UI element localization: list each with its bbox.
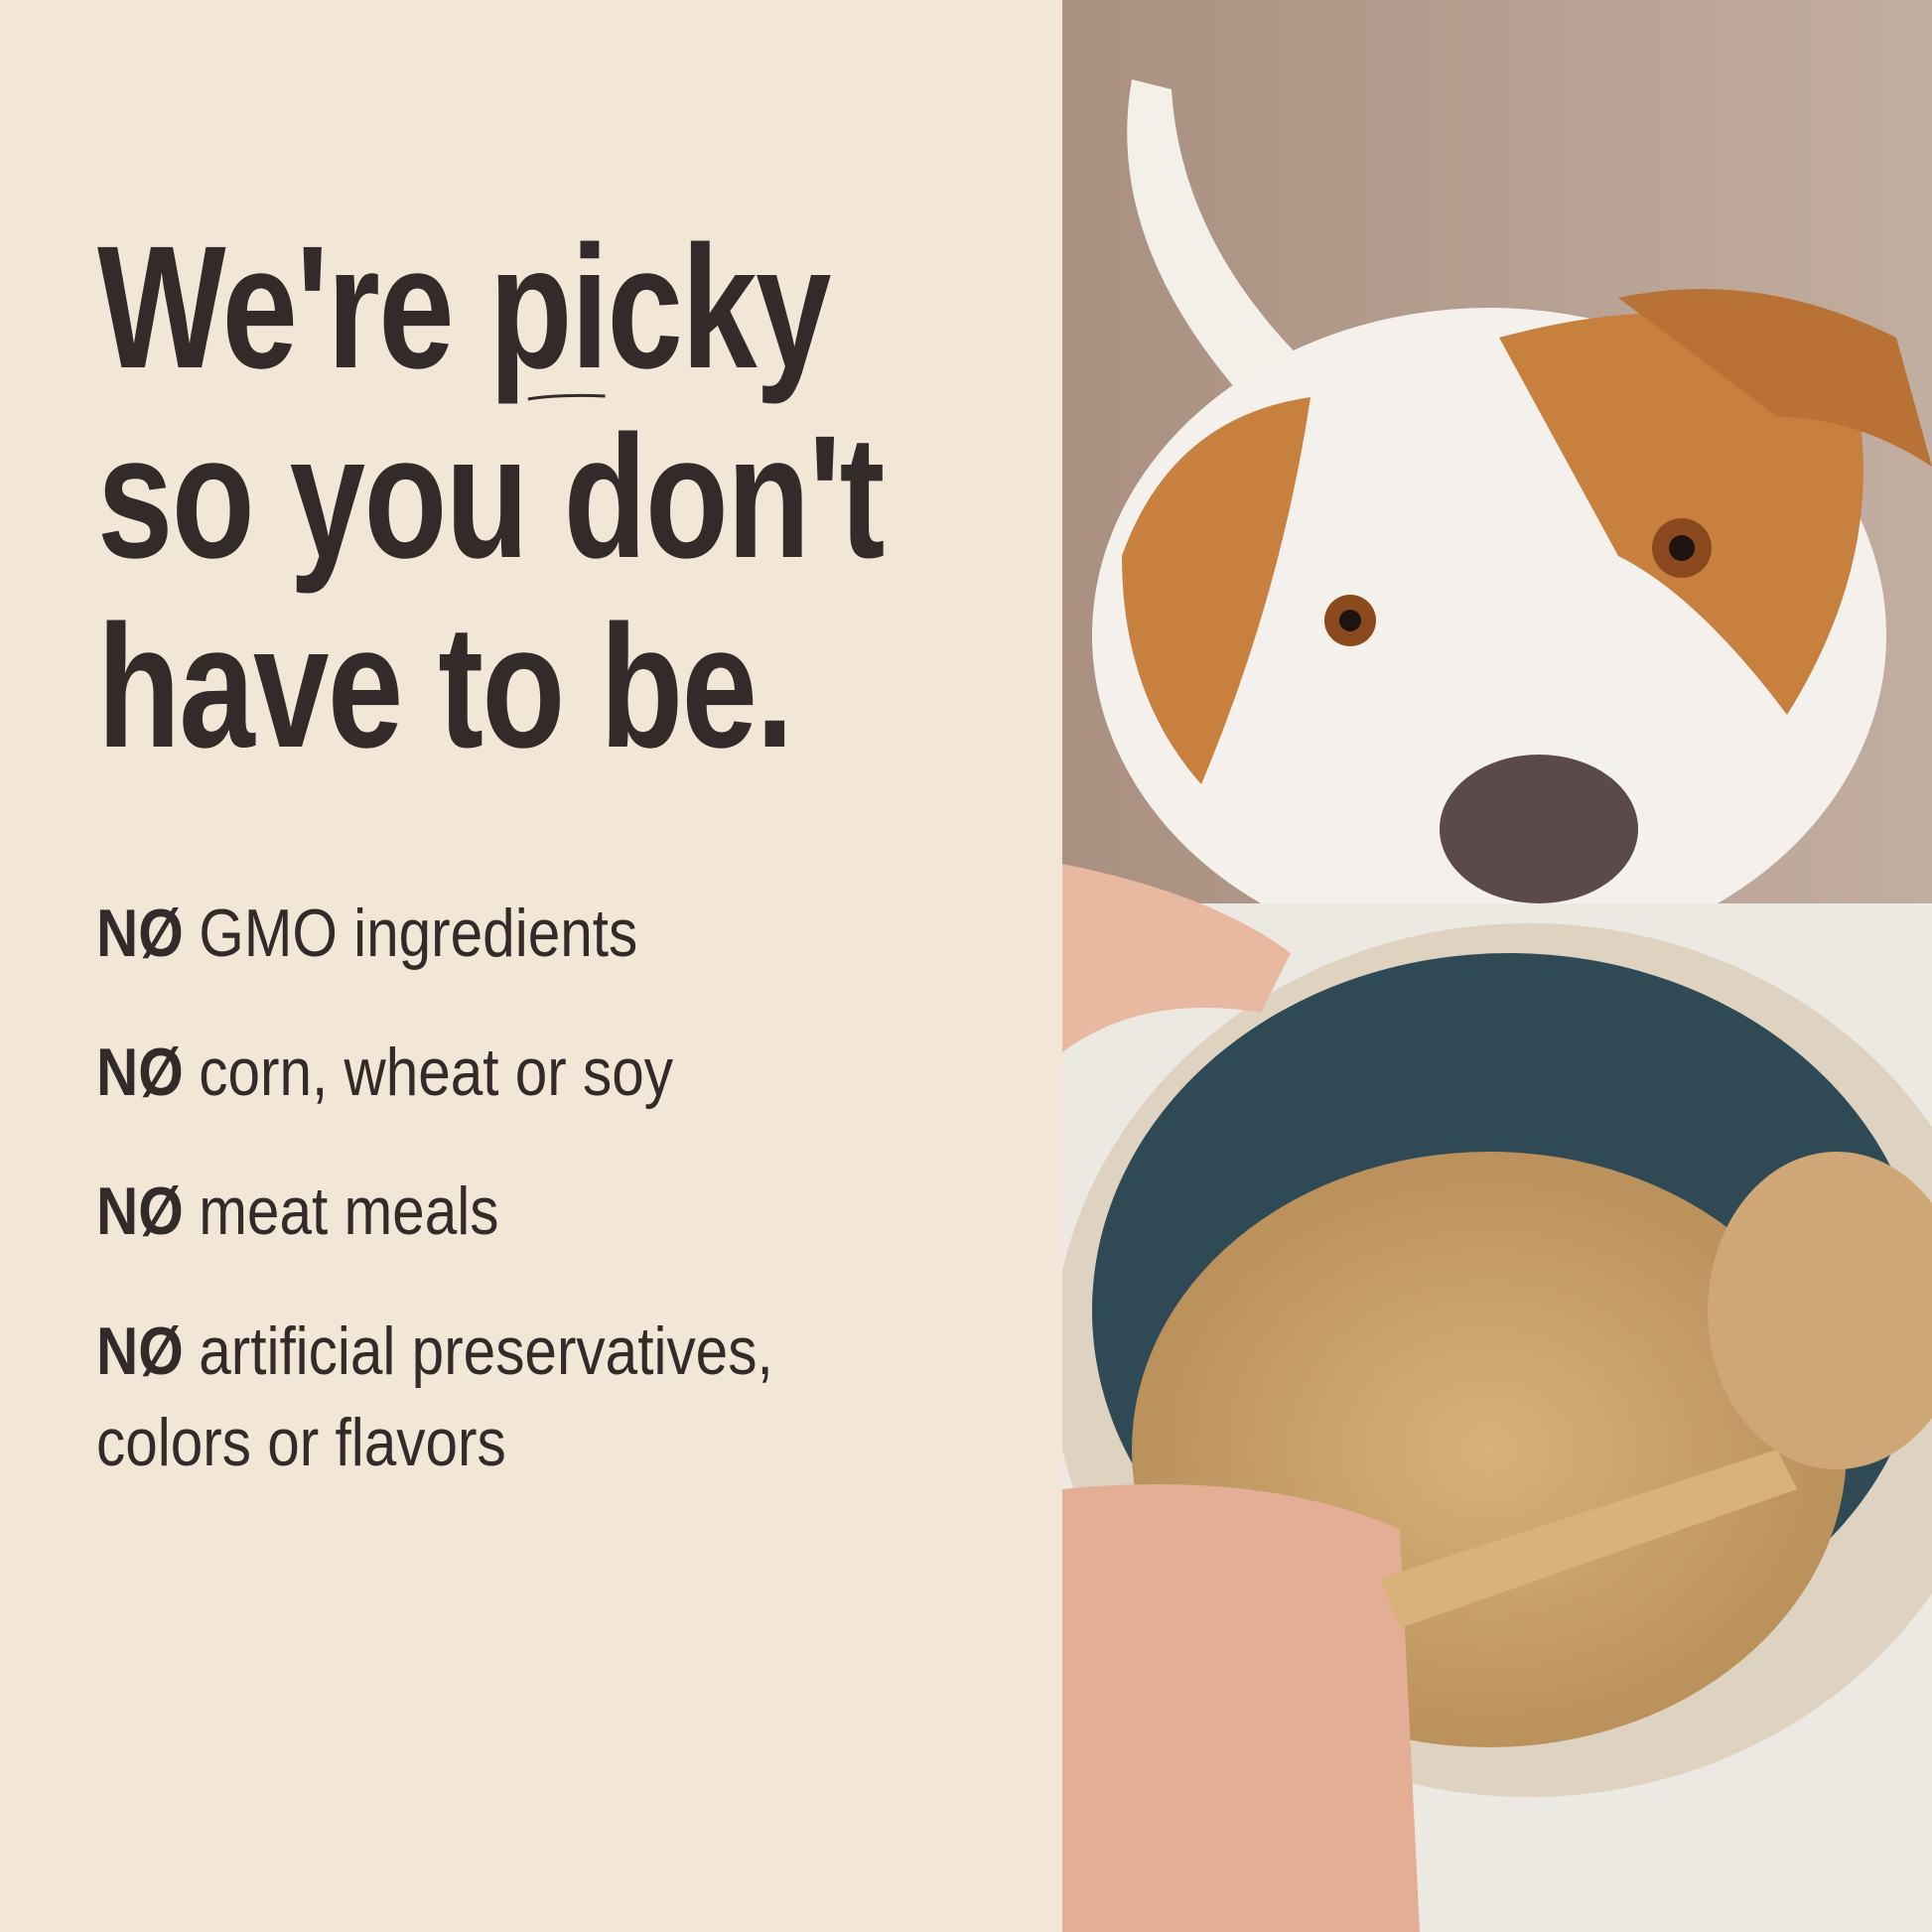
- claims-list: NØ GMO ingredients NØ corn, wheat or soy N…: [96, 889, 1035, 1538]
- dog-photo: [1062, 0, 1932, 1932]
- headline-line-1: We're picky: [97, 213, 884, 403]
- headline-text: We're: [97, 210, 489, 405]
- no-prefix: NØ: [96, 1173, 184, 1249]
- no-prefix: NØ: [96, 1035, 184, 1110]
- text-panel: We're picky so you don't have to be. NØ G…: [96, 212, 1035, 1538]
- claim-text: artificial preservatives, colors or flav…: [96, 1313, 773, 1480]
- headline-line-3: have to be.: [97, 590, 794, 784]
- claim-item: NØ artificial preservatives, colors or fl…: [96, 1306, 865, 1488]
- headline-line-2: so you don't: [97, 400, 885, 595]
- dog-and-bowl-illustration: [1062, 0, 1932, 1932]
- claim-text: meat meals: [199, 1173, 499, 1249]
- claim-text: corn, wheat or soy: [199, 1035, 674, 1110]
- no-prefix: NØ: [96, 1313, 184, 1389]
- claim-item: NØ meat meals: [96, 1167, 1035, 1256]
- headline-emphasis: picky: [488, 210, 832, 405]
- headline: We're picky so you don't have to be.: [97, 213, 885, 784]
- claim-item: NØ corn, wheat or soy: [96, 1028, 1035, 1117]
- claim-item: NØ GMO ingredients: [96, 889, 1035, 978]
- emphasis-word: picky: [488, 210, 832, 405]
- no-prefix: NØ: [96, 896, 184, 971]
- brush-underline: [527, 393, 606, 401]
- claim-text: GMO ingredients: [199, 896, 638, 971]
